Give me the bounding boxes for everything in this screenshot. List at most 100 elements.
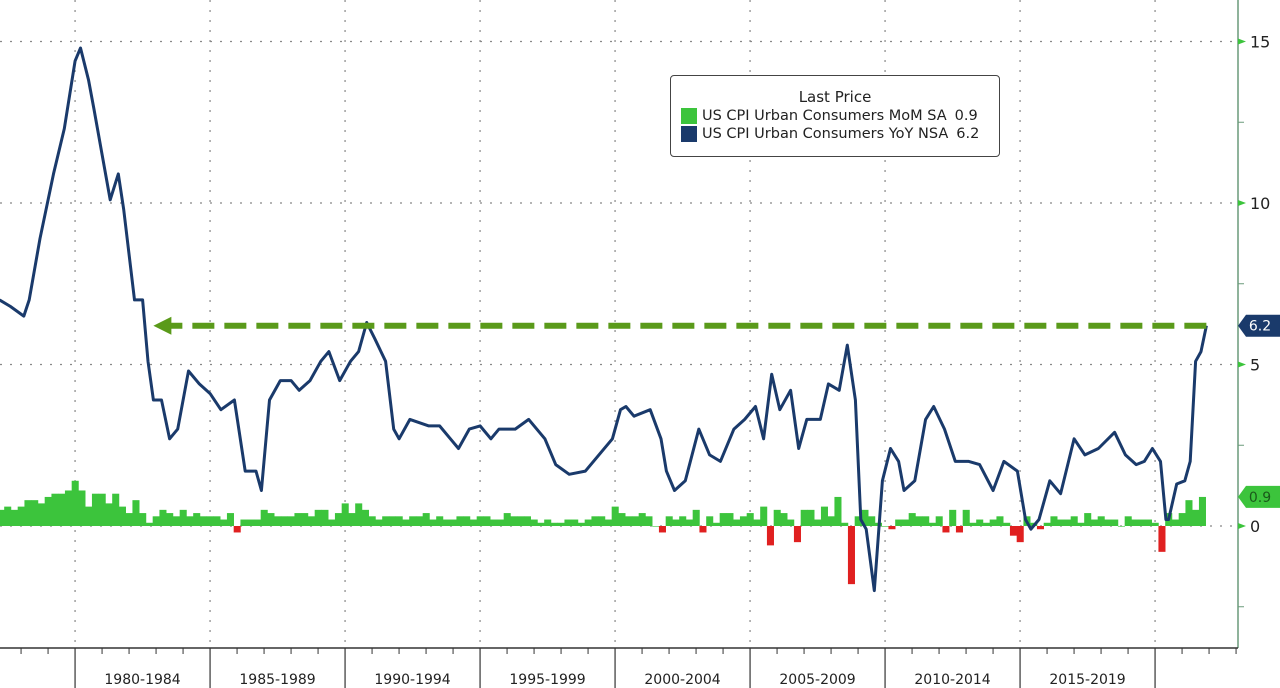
mom-bar <box>409 516 417 526</box>
mom-bar <box>1009 526 1017 536</box>
mom-bar <box>584 519 592 526</box>
mom-bar <box>618 513 626 526</box>
mom-bar <box>112 493 120 526</box>
mom-bar <box>429 519 437 526</box>
legend-swatch-green <box>681 108 697 124</box>
last-value-label: 0.9 <box>1249 490 1271 506</box>
mom-bar <box>395 516 403 526</box>
mom-bar <box>834 496 842 526</box>
mom-bar <box>652 526 660 527</box>
mom-bar <box>827 516 835 526</box>
legend-title: Last Price <box>798 88 872 106</box>
mom-bar <box>544 519 552 526</box>
mom-bar <box>841 522 849 526</box>
mom-bar <box>118 506 126 526</box>
mom-bar <box>1036 526 1044 530</box>
mom-bar <box>807 509 815 526</box>
mom-bar <box>908 513 916 526</box>
mom-bar <box>814 519 822 526</box>
mom-bar <box>1043 522 1051 526</box>
mom-bar <box>881 526 889 527</box>
mom-bar <box>1090 519 1098 526</box>
x-tick-label: 2010-2014 <box>914 672 990 688</box>
last-value-label: 6.2 <box>1249 319 1271 335</box>
legend-value: 6.2 <box>956 126 980 142</box>
mom-bar <box>213 516 221 526</box>
mom-bar <box>496 519 504 526</box>
mom-bar <box>341 503 349 526</box>
mom-bar <box>226 513 234 526</box>
mom-bar <box>746 513 754 526</box>
mom-bar <box>260 509 268 526</box>
mom-bar <box>388 516 396 526</box>
mom-bar <box>334 513 342 526</box>
mom-bar <box>793 526 801 543</box>
mom-bar <box>58 493 66 526</box>
last-value-tag <box>1238 485 1280 508</box>
mom-bar <box>861 509 869 526</box>
mom-bar <box>787 519 795 526</box>
mom-bar <box>193 513 201 526</box>
mom-bar <box>658 526 666 533</box>
mom-bar <box>402 519 410 526</box>
mom-bar <box>78 490 86 526</box>
mom-bar <box>962 509 970 526</box>
y-tick-marker <box>1238 38 1246 45</box>
mom-bar <box>1104 519 1112 526</box>
mom-bar <box>928 522 936 526</box>
mom-bar <box>456 516 464 526</box>
mom-bar <box>368 516 376 526</box>
mom-bar <box>1131 519 1139 526</box>
x-tick-label: 1995-1999 <box>509 672 585 688</box>
mom-bar <box>361 509 369 526</box>
mom-bar <box>1063 519 1071 526</box>
mom-bar <box>247 519 255 526</box>
legend-entry-mom: US CPI Urban Consumers MoM SA 0.9 <box>681 108 999 124</box>
last-value-tag <box>1238 314 1280 337</box>
mom-bar <box>1178 513 1186 526</box>
mom-bar <box>989 519 997 526</box>
mom-bar <box>125 513 133 526</box>
mom-bar <box>17 506 25 526</box>
mom-bar <box>469 519 477 526</box>
mom-bar <box>1057 519 1065 526</box>
mom-bar <box>287 516 295 526</box>
mom-bar <box>692 509 700 526</box>
mom-bar <box>517 516 525 526</box>
mom-bar <box>294 513 302 526</box>
mom-bar <box>442 519 450 526</box>
mom-bar <box>31 500 39 526</box>
mom-bars <box>0 480 1206 585</box>
mom-bar <box>240 519 248 526</box>
legend-label: US CPI Urban Consumers MoM SA <box>702 108 947 124</box>
mom-bar <box>314 509 322 526</box>
mom-bar <box>1097 516 1105 526</box>
mom-bar <box>179 509 187 526</box>
mom-bar <box>307 516 315 526</box>
mom-bar <box>800 509 808 526</box>
mom-bar <box>1158 526 1166 552</box>
mom-bar <box>0 509 5 526</box>
mom-bar <box>199 516 207 526</box>
x-tick-label: 2005-2009 <box>779 672 855 688</box>
mom-bar <box>733 519 741 526</box>
mom-bar <box>577 522 585 526</box>
mom-bar <box>476 516 484 526</box>
mom-bar <box>739 516 747 526</box>
mom-bar <box>712 522 720 526</box>
mom-bar <box>915 516 923 526</box>
y-tick-label: 0 <box>1250 517 1260 536</box>
mom-bar <box>348 513 356 526</box>
mom-bar <box>1016 526 1024 543</box>
mom-bar <box>503 513 511 526</box>
mom-bar <box>1117 526 1125 527</box>
mom-bar <box>847 526 855 585</box>
mom-bar <box>233 526 241 533</box>
mom-bar <box>564 519 572 526</box>
mom-bar <box>591 516 599 526</box>
mom-bar <box>1050 516 1058 526</box>
mom-bar <box>530 519 538 526</box>
mom-bar <box>463 516 471 526</box>
